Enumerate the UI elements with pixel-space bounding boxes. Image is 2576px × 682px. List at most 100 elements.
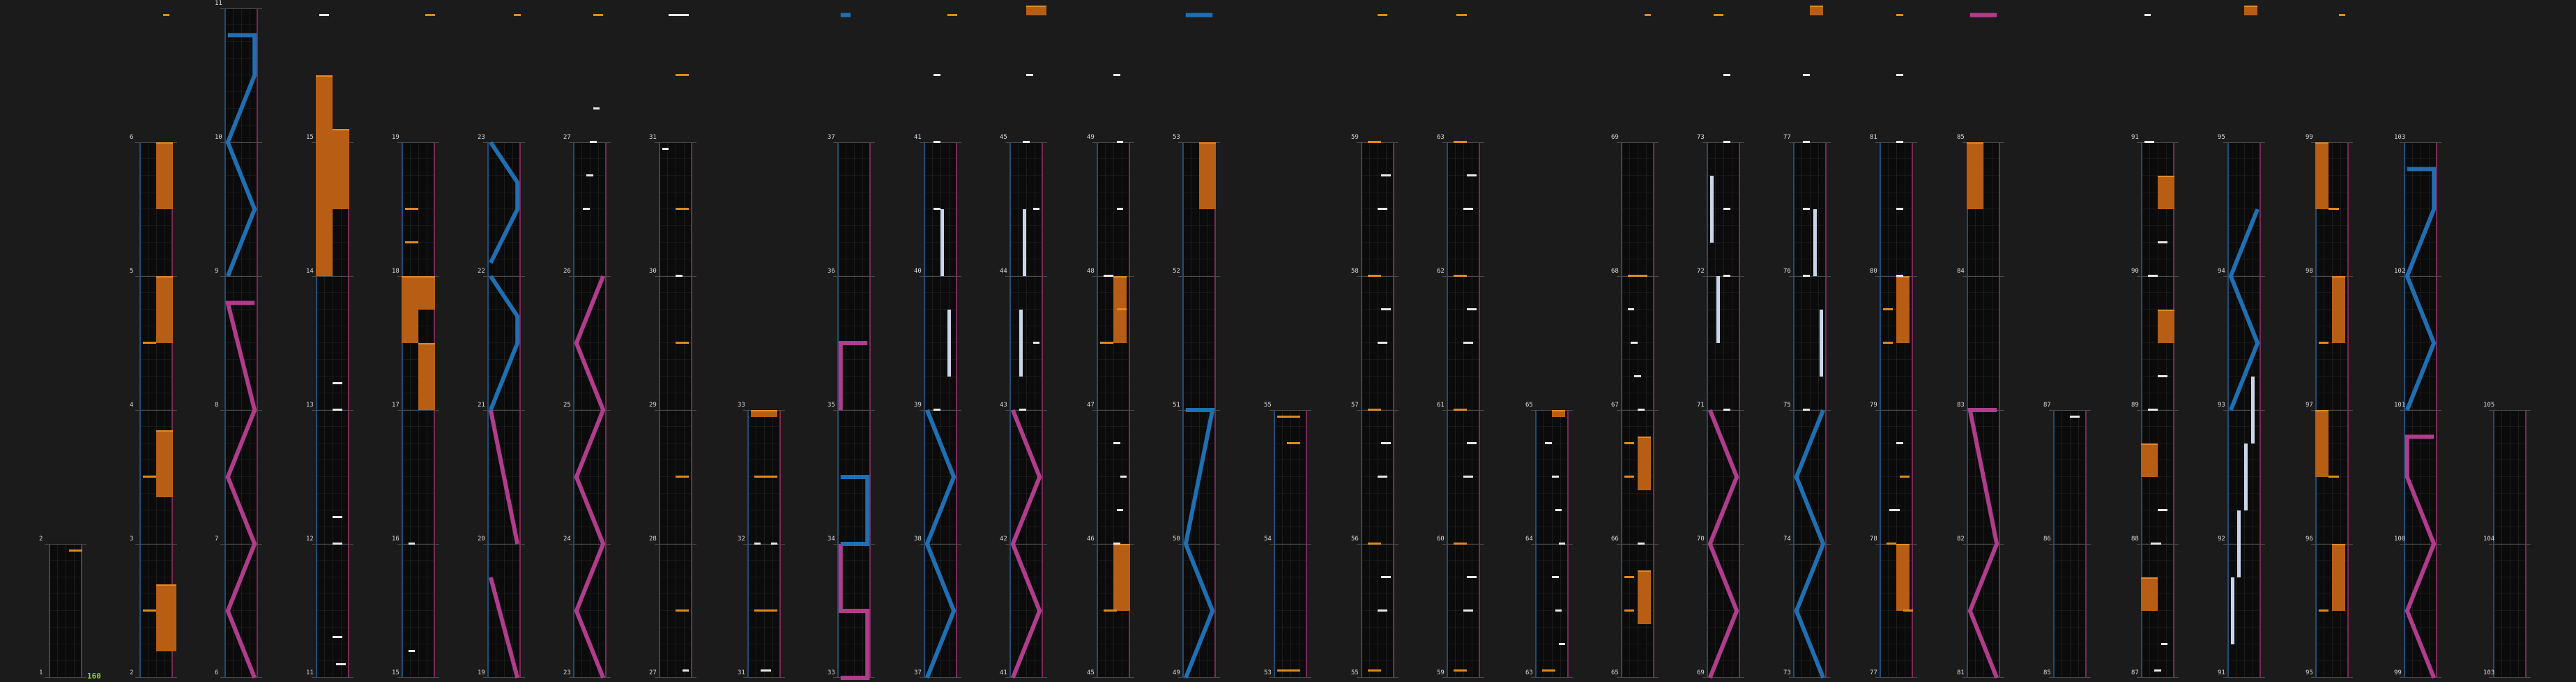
tap-note <box>676 476 689 478</box>
measure-line <box>135 544 177 545</box>
measure-number: 104 <box>2483 536 2495 543</box>
measure-line <box>920 677 961 678</box>
measure-number: 85 <box>2043 669 2051 676</box>
measure-line <box>1178 677 1220 678</box>
measure-line <box>920 276 961 277</box>
mini-note <box>770 543 778 545</box>
hold-note <box>2158 176 2174 209</box>
measure-number: 36 <box>828 268 835 275</box>
mini-note <box>1116 509 1124 511</box>
measure-number: 42 <box>1000 536 1007 543</box>
tap-note <box>142 476 156 478</box>
measure-number: 59 <box>1437 669 1445 676</box>
tap-note <box>676 208 689 210</box>
measure-line <box>1178 544 1220 545</box>
measure-number: 14 <box>306 268 314 275</box>
tap-note <box>1882 308 1893 310</box>
mini-note <box>2158 375 2168 377</box>
mini-note <box>333 381 343 384</box>
mini-note <box>2160 643 2168 645</box>
measure-line <box>833 276 875 277</box>
measure-number: 12 <box>306 536 314 543</box>
tap-note <box>404 208 418 210</box>
measure-line <box>1789 142 1831 143</box>
mini-note <box>933 208 940 210</box>
measure-number: 78 <box>1870 536 1877 543</box>
measure-line <box>2400 410 2441 411</box>
measure-number: 17 <box>392 402 399 409</box>
measure-number: 51 <box>1173 402 1180 409</box>
measure-number: 99 <box>2394 669 2402 676</box>
mini-note <box>933 409 940 411</box>
hold-note <box>1896 544 1910 611</box>
tap-note <box>1896 13 1903 16</box>
measure-line <box>569 544 611 545</box>
measure-number: 79 <box>1870 402 1877 409</box>
chart-column: 63 64 65 <box>1525 402 1573 678</box>
mini-note <box>583 208 590 210</box>
hold-note <box>2315 142 2329 209</box>
measure-number: 3 <box>130 536 134 543</box>
measure-line <box>1005 677 1047 678</box>
chart-column: 85 86 87 <box>2043 402 2091 678</box>
mini-note <box>1026 74 1033 76</box>
measure-number: 66 <box>1611 536 1619 543</box>
measure-number: 98 <box>2306 268 2313 275</box>
measure-line <box>1270 677 1311 678</box>
measure-number: 29 <box>649 402 657 409</box>
measure-line <box>655 544 696 545</box>
measure-number: 30 <box>649 268 657 275</box>
tap-note <box>1713 13 1723 16</box>
measure-number: 89 <box>2131 402 2139 409</box>
mini-note <box>1463 342 1474 344</box>
mini-note <box>2144 141 2155 143</box>
tap-note <box>1453 275 1467 277</box>
chart-column: 95 96 97 98 99 <box>2306 13 2353 678</box>
mini-note <box>2158 509 2168 511</box>
bar-note <box>2237 510 2241 577</box>
mini-note <box>333 409 343 411</box>
measure-number: 45 <box>1000 134 1007 141</box>
measure-number: 53 <box>1173 134 1180 141</box>
measure-number: 38 <box>914 536 922 543</box>
mini-note <box>1032 208 1040 210</box>
measure-line <box>135 677 177 678</box>
tap-note <box>1367 141 1381 143</box>
tap-note <box>2329 208 2339 210</box>
mini-note <box>1723 409 1730 411</box>
mini-note <box>333 543 343 545</box>
mini-note <box>408 649 416 652</box>
mini-note <box>1638 409 1645 411</box>
bar-note <box>1019 310 1023 377</box>
measure-number: 74 <box>1783 536 1791 543</box>
mini-note <box>761 669 771 672</box>
chart-column: 65 66 67 68 69 <box>1611 13 1659 678</box>
mini-note <box>1555 609 1562 612</box>
hold-note <box>1967 142 1983 209</box>
mini-note <box>1380 442 1392 444</box>
tap-note <box>1367 669 1381 672</box>
measure-line <box>2137 276 2179 277</box>
measure-line <box>45 677 86 678</box>
measure-number: 57 <box>1351 402 1359 409</box>
measure-number: 60 <box>1437 536 1445 543</box>
mini-note <box>1555 509 1562 511</box>
measure-number: 47 <box>1087 402 1095 409</box>
measure-line <box>220 276 262 277</box>
tap-note <box>142 609 156 612</box>
measure-line <box>483 276 525 277</box>
measure-number: 68 <box>1611 268 1619 275</box>
measure-number: 25 <box>563 402 571 409</box>
mini-note <box>933 141 940 143</box>
measure-number: 99 <box>2306 134 2313 141</box>
mini-note <box>1803 208 1810 210</box>
measure-line <box>220 410 262 411</box>
measure-number: 49 <box>1173 669 1180 676</box>
mini-note <box>933 74 940 76</box>
measure-number: 88 <box>2131 536 2139 543</box>
measure-number: 95 <box>2306 669 2313 676</box>
measure-number: 77 <box>1870 669 1877 676</box>
measure-number: 37 <box>914 669 922 676</box>
measure-line <box>1875 677 1917 678</box>
bar-note <box>947 310 951 377</box>
